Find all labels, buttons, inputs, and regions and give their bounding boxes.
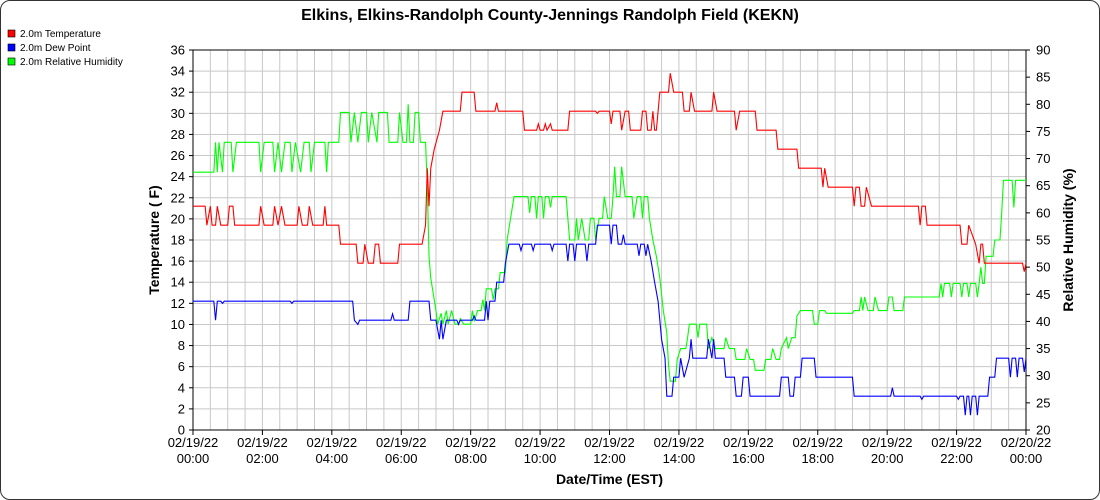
left-tick-label: 20	[171, 211, 185, 226]
legend-swatch-2-0m-dew-point	[7, 43, 16, 52]
left-tick-label: 28	[171, 127, 185, 142]
x-tick-date: 02/19/22	[654, 435, 705, 450]
x-tick-time: 12:00	[593, 451, 626, 466]
x-tick-time: 18:00	[801, 451, 834, 466]
x-tick-date: 02/19/22	[723, 435, 774, 450]
x-tick-time: 00:00	[177, 451, 210, 466]
legend: 2.0m Temperature 2.0m Dew Point 2.0m Relat…	[7, 29, 123, 68]
legend-label-2-0m-temperature: 2.0m Temperature	[20, 29, 101, 40]
x-tick-date: 02/19/22	[376, 435, 427, 450]
left-tick-label: 22	[171, 190, 185, 205]
series-line-2-0m-dew-point	[193, 224, 1027, 416]
right-tick-label: 90	[1036, 43, 1050, 58]
left-tick-label: 10	[171, 317, 185, 332]
grid	[193, 50, 1026, 430]
right-tick-label: 50	[1036, 260, 1050, 275]
x-tick-time: 16:00	[732, 451, 765, 466]
right-tick-label: 30	[1036, 368, 1050, 383]
left-tick-label: 26	[171, 148, 185, 163]
x-tick-date: 02/19/22	[445, 435, 496, 450]
chart-title: Elkins, Elkins-Randolph County-Jennings …	[301, 7, 799, 24]
right-tick-label: 75	[1036, 124, 1050, 139]
x-tick-time: 00:00	[1010, 451, 1043, 466]
series-line-2-0m-relative-humidity	[193, 104, 1026, 382]
right-tick-label: 55	[1036, 233, 1050, 248]
x-tick-date: 02/19/22	[307, 435, 358, 450]
left-tick-label: 30	[171, 106, 185, 121]
right-tick-label: 20	[1036, 423, 1050, 438]
left-tick-label: 32	[171, 85, 185, 100]
left-tick-label: 34	[171, 64, 185, 79]
x-tick-date: 02/19/22	[792, 435, 843, 450]
series-line-2-0m-temperature	[193, 73, 1027, 272]
legend-swatch-2-0m-relative-humidity	[7, 57, 16, 66]
x-tick-time: 02:00	[246, 451, 279, 466]
right-tick-label: 25	[1036, 395, 1050, 410]
right-tick-label: 70	[1036, 151, 1050, 166]
x-tick-date: 02/19/22	[931, 435, 982, 450]
x-tick-time: 14:00	[663, 451, 696, 466]
series-layer	[193, 73, 1027, 416]
x-tick-date: 02/19/22	[584, 435, 635, 450]
legend-label-2-0m-relative-humidity: 2.0m Relative Humidity	[20, 57, 123, 68]
x-tick-date: 02/19/22	[237, 435, 288, 450]
left-tick-label: 4	[178, 380, 185, 395]
left-tick-label: 8	[178, 338, 185, 353]
right-tick-label: 65	[1036, 178, 1050, 193]
x-tick-time: 08:00	[454, 451, 487, 466]
right-tick-label: 85	[1036, 70, 1050, 85]
right-tick-label: 35	[1036, 341, 1050, 356]
x-tick-date: 02/19/22	[862, 435, 913, 450]
left-tick-label: 16	[171, 254, 185, 269]
x-tick-time: 06:00	[385, 451, 418, 466]
left-tick-label: 0	[178, 423, 185, 438]
right-y-axis: 20 25 30 35 40 45 50 55 60 65 70 75 80 85 90	[1026, 43, 1050, 438]
x-tick-time: 20:00	[871, 451, 904, 466]
left-tick-label: 24	[171, 169, 185, 184]
x-axis-title: Date/Time (EST)	[556, 471, 663, 487]
left-tick-label: 18	[171, 233, 185, 248]
right-tick-label: 45	[1036, 287, 1050, 302]
x-tick-date: 02/19/22	[168, 435, 219, 450]
right-tick-label: 60	[1036, 205, 1050, 220]
x-tick-time: 22:00	[940, 451, 973, 466]
legend-label-2-0m-dew-point: 2.0m Dew Point	[20, 43, 91, 54]
left-tick-label: 36	[171, 43, 185, 58]
right-y-axis-title: Relative Humidity (%)	[1060, 168, 1076, 311]
left-tick-label: 2	[178, 401, 185, 416]
x-tick-date: 02/20/22	[1001, 435, 1052, 450]
left-y-axis-title: Temperature ( F)	[146, 185, 162, 294]
left-tick-label: 12	[171, 296, 185, 311]
right-tick-label: 40	[1036, 314, 1050, 329]
right-tick-label: 80	[1036, 97, 1050, 112]
x-axis: 02/19/2200:0002/19/2202:0002/19/2204:000…	[168, 430, 1052, 466]
x-tick-time: 10:00	[524, 451, 557, 466]
left-tick-label: 14	[171, 275, 185, 290]
left-tick-label: 6	[178, 359, 185, 374]
x-tick-date: 02/19/22	[515, 435, 566, 450]
legend-swatch-2-0m-temperature	[7, 29, 16, 38]
x-tick-time: 04:00	[316, 451, 349, 466]
